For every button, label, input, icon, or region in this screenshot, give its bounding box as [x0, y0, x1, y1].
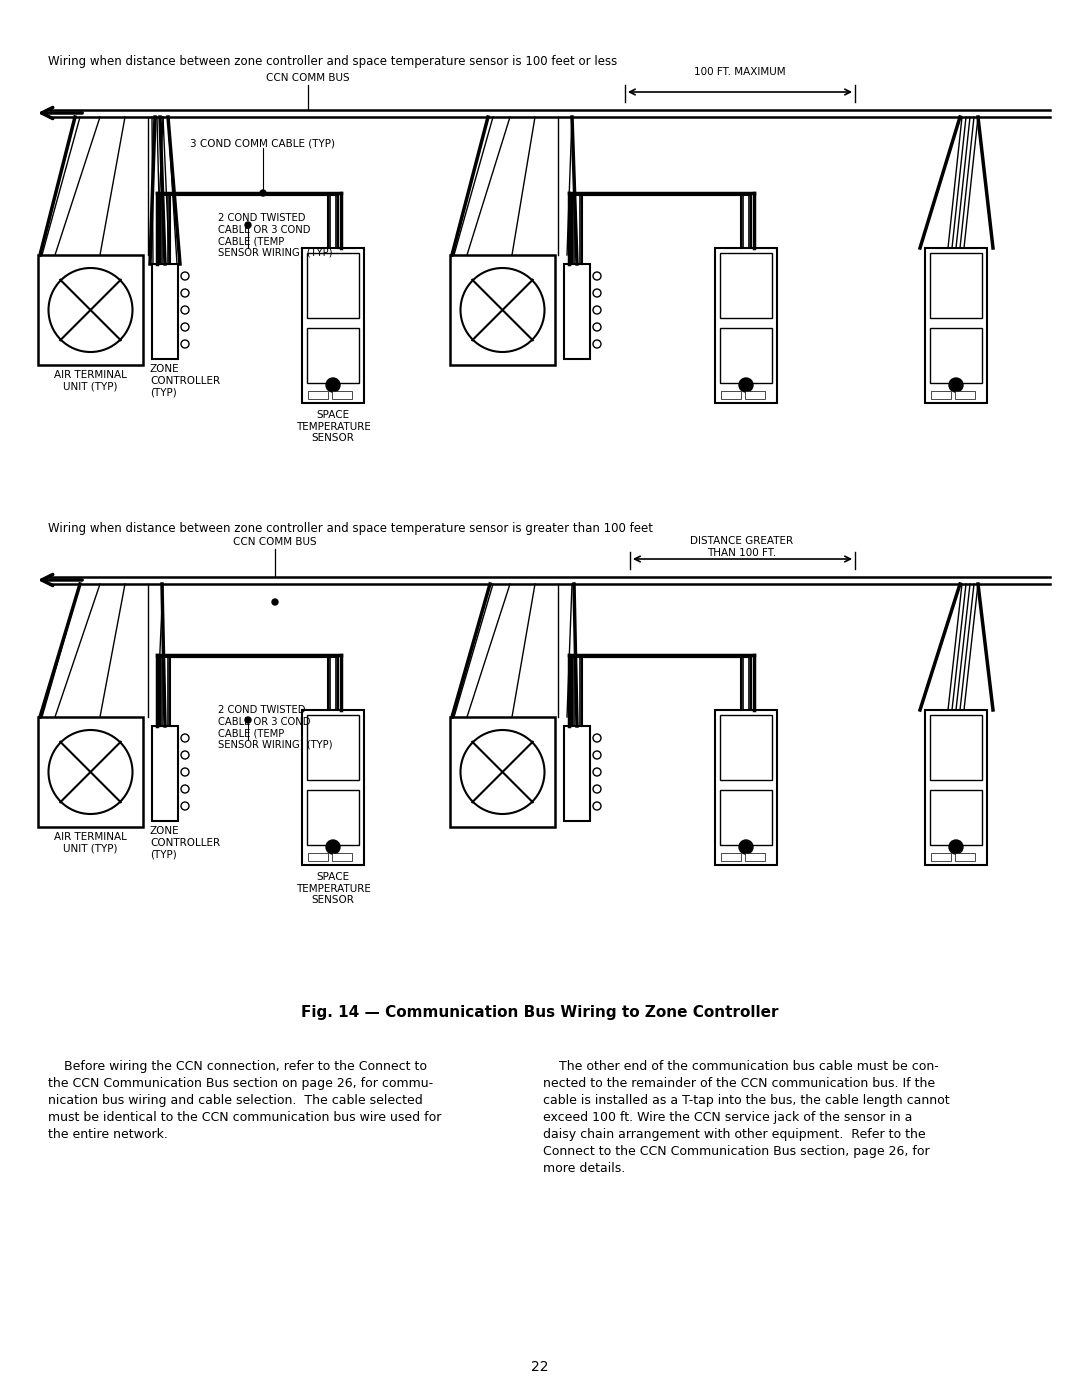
Circle shape: [260, 190, 266, 196]
Bar: [307, 328, 359, 383]
Circle shape: [49, 731, 133, 814]
Bar: [721, 854, 741, 861]
Circle shape: [593, 785, 600, 793]
Text: Before wiring the CCN connection, refer to the Connect to
the CCN Communication : Before wiring the CCN connection, refer …: [48, 1060, 442, 1141]
Bar: [924, 710, 987, 865]
Text: CCN COMM BUS: CCN COMM BUS: [233, 536, 316, 548]
Circle shape: [739, 840, 753, 854]
Bar: [307, 789, 359, 845]
Bar: [715, 249, 777, 402]
Circle shape: [181, 323, 189, 331]
Circle shape: [949, 379, 963, 393]
Circle shape: [181, 752, 189, 759]
Circle shape: [593, 339, 600, 348]
Text: ZONE
CONTROLLER
(TYP): ZONE CONTROLLER (TYP): [150, 365, 220, 397]
Circle shape: [593, 289, 600, 298]
Bar: [924, 249, 987, 402]
Circle shape: [181, 339, 189, 348]
Circle shape: [245, 717, 251, 724]
Bar: [450, 256, 555, 365]
Bar: [564, 264, 590, 359]
Circle shape: [181, 785, 189, 793]
Bar: [720, 328, 772, 383]
Text: SPACE
TEMPERATURE
SENSOR: SPACE TEMPERATURE SENSOR: [296, 872, 370, 905]
Bar: [931, 854, 951, 861]
Bar: [930, 715, 982, 780]
Text: 22: 22: [531, 1361, 549, 1375]
Circle shape: [593, 768, 600, 775]
Circle shape: [593, 323, 600, 331]
Bar: [930, 328, 982, 383]
Circle shape: [593, 733, 600, 742]
Bar: [721, 391, 741, 400]
Bar: [38, 717, 143, 827]
Circle shape: [181, 768, 189, 775]
Text: CCN COMM BUS: CCN COMM BUS: [266, 73, 350, 82]
Circle shape: [326, 379, 340, 393]
Bar: [745, 391, 765, 400]
Bar: [930, 253, 982, 319]
Bar: [332, 854, 352, 861]
Bar: [307, 253, 359, 319]
Bar: [308, 391, 328, 400]
Bar: [720, 789, 772, 845]
Text: AIR TERMINAL
UNIT (TYP): AIR TERMINAL UNIT (TYP): [54, 833, 126, 854]
Bar: [332, 391, 352, 400]
Bar: [720, 253, 772, 319]
Bar: [955, 391, 975, 400]
Bar: [745, 854, 765, 861]
Bar: [931, 391, 951, 400]
Bar: [302, 710, 364, 865]
Text: 3 COND COMM CABLE (TYP): 3 COND COMM CABLE (TYP): [190, 138, 336, 148]
Circle shape: [593, 306, 600, 314]
Bar: [152, 264, 178, 359]
Text: DISTANCE GREATER
THAN 100 FT.: DISTANCE GREATER THAN 100 FT.: [690, 536, 794, 557]
Circle shape: [739, 379, 753, 393]
Bar: [302, 249, 364, 402]
Bar: [564, 726, 590, 821]
Circle shape: [181, 272, 189, 279]
Circle shape: [272, 599, 278, 605]
Circle shape: [460, 268, 544, 352]
Text: ZONE
CONTROLLER
(TYP): ZONE CONTROLLER (TYP): [150, 826, 220, 859]
Text: The other end of the communication bus cable must be con-
nected to the remainde: The other end of the communication bus c…: [543, 1060, 949, 1175]
Text: 2 COND TWISTED
CABLE OR 3 COND
CABLE (TEMP
SENSOR WIRING) (TYP): 2 COND TWISTED CABLE OR 3 COND CABLE (TE…: [218, 705, 333, 750]
Circle shape: [49, 268, 133, 352]
Circle shape: [245, 222, 251, 228]
Circle shape: [181, 306, 189, 314]
Bar: [955, 854, 975, 861]
Bar: [307, 715, 359, 780]
Circle shape: [593, 802, 600, 810]
Bar: [720, 715, 772, 780]
Text: SPACE
TEMPERATURE
SENSOR: SPACE TEMPERATURE SENSOR: [296, 409, 370, 443]
Circle shape: [460, 731, 544, 814]
Circle shape: [593, 752, 600, 759]
Circle shape: [181, 733, 189, 742]
Text: 100 FT. MAXIMUM: 100 FT. MAXIMUM: [694, 67, 786, 77]
Bar: [450, 717, 555, 827]
Circle shape: [326, 840, 340, 854]
Text: Wiring when distance between zone controller and space temperature sensor is gre: Wiring when distance between zone contro…: [48, 522, 653, 535]
Circle shape: [949, 840, 963, 854]
Text: Wiring when distance between zone controller and space temperature sensor is 100: Wiring when distance between zone contro…: [48, 54, 618, 68]
Bar: [308, 854, 328, 861]
Circle shape: [181, 802, 189, 810]
Bar: [930, 789, 982, 845]
Text: Fig. 14 — Communication Bus Wiring to Zone Controller: Fig. 14 — Communication Bus Wiring to Zo…: [301, 1004, 779, 1020]
Bar: [38, 256, 143, 365]
Circle shape: [593, 272, 600, 279]
Circle shape: [181, 289, 189, 298]
Bar: [715, 710, 777, 865]
Text: 2 COND TWISTED
CABLE OR 3 COND
CABLE (TEMP
SENSOR WIRING) (TYP): 2 COND TWISTED CABLE OR 3 COND CABLE (TE…: [218, 212, 333, 258]
Bar: [152, 726, 178, 821]
Text: AIR TERMINAL
UNIT (TYP): AIR TERMINAL UNIT (TYP): [54, 370, 126, 391]
